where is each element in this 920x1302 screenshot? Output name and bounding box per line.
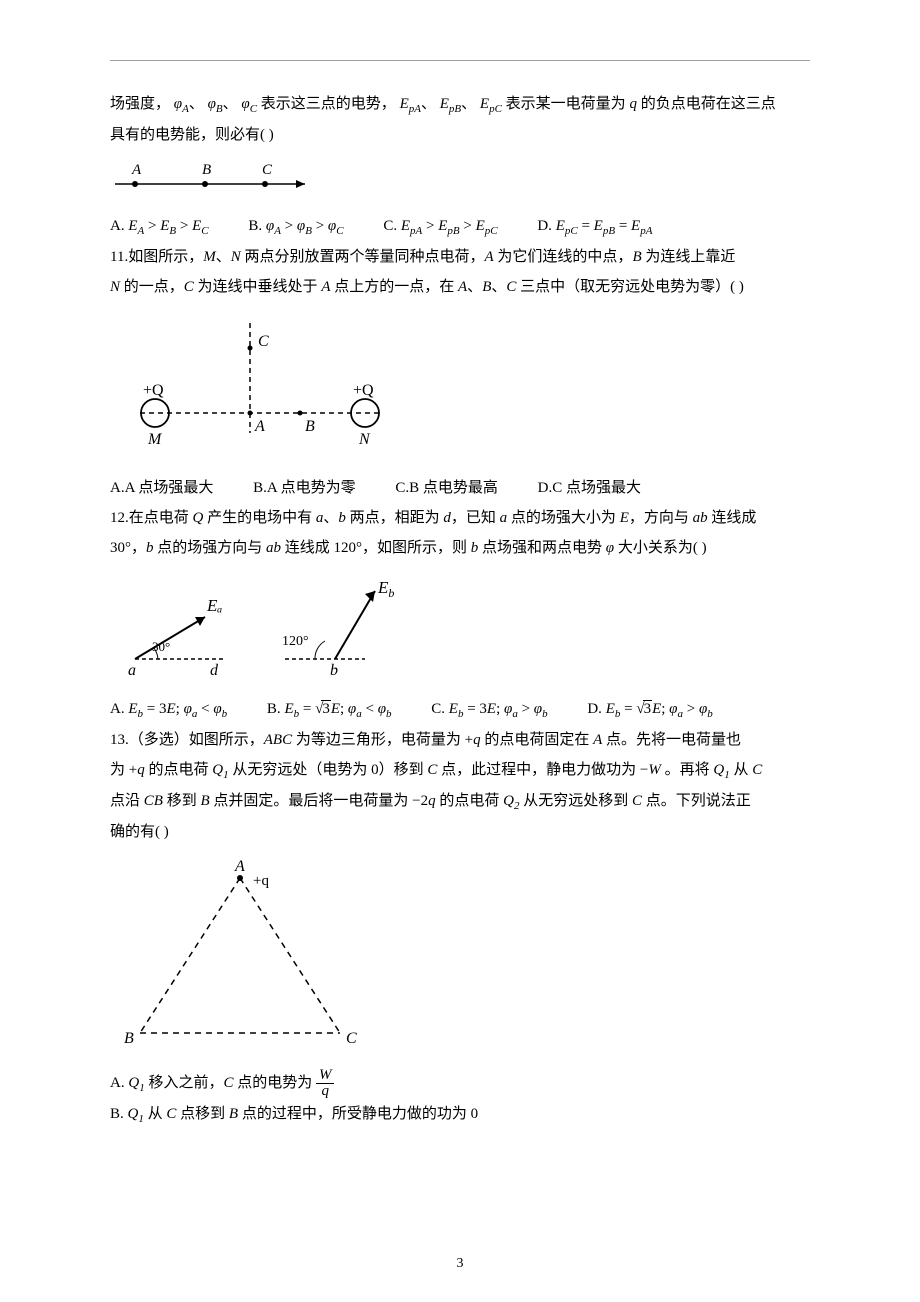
q11-figure: +Q +Q M N A B C <box>110 308 810 463</box>
text: 具有的电势能，则必有( ) <box>110 127 274 143</box>
phiC: φC <box>241 96 257 112</box>
text: 表示这三点的电势， <box>261 96 396 112</box>
EpB: EpB <box>440 96 461 112</box>
phiB: φB <box>208 96 223 112</box>
q10-stem: 场强度， φA、 φB、 φC 表示这三点的电势， EpA、 EpB、 EpC … <box>110 89 810 150</box>
q11-svg: +Q +Q M N A B C <box>110 308 410 458</box>
fraction-W-over-q: Wq <box>316 1068 335 1099</box>
q10-option-D: D. EpC = EpB = EpA <box>537 211 652 242</box>
q10-option-A: A. EA > EB > EC <box>110 211 209 242</box>
svg-text:A: A <box>234 858 245 875</box>
q13-stem: 13.（多选）如图所示，ABC 为等边三角形，电荷量为 +q 的点电荷固定在 A… <box>110 725 810 847</box>
q11-option-B: B.A 点电势为零 <box>253 473 356 503</box>
q12-option-A: A. Eb = 3E; φa < φb <box>110 694 227 725</box>
svg-text:M: M <box>147 431 163 448</box>
svg-text:C: C <box>262 162 273 178</box>
q: q <box>629 96 637 112</box>
text: 的负点电荷在这三点 <box>641 96 776 112</box>
q11-option-A: A.A 点场强最大 <box>110 473 213 503</box>
q10-option-C: C. EpA > EpB > EpC <box>383 211 497 242</box>
svg-text:+Q: +Q <box>353 382 374 399</box>
q13-figure: A +q B C <box>110 853 810 1058</box>
EpA: EpA <box>400 96 421 112</box>
svg-text:Eb: Eb <box>377 578 394 600</box>
svg-text:+q: +q <box>253 873 269 889</box>
q11-option-C: C.B 点电势最高 <box>395 473 498 503</box>
svg-text:b: b <box>330 662 338 679</box>
page: 场强度， φA、 φB、 φC 表示这三点的电势， EpA、 EpB、 EpC … <box>0 0 920 1302</box>
q12-svg: Eₐ Eb 30° 120° a b d <box>110 569 430 679</box>
q10-figure: A B C <box>110 156 810 201</box>
svg-text:d: d <box>210 662 219 679</box>
svg-text:A: A <box>254 418 265 435</box>
q11-options: A.A 点场强最大 B.A 点电势为零 C.B 点电势最高 D.C 点场强最大 <box>110 473 810 503</box>
text: 场强度， <box>110 96 170 112</box>
q11-option-D: D.C 点场强最大 <box>538 473 641 503</box>
q12-options: A. Eb = 3E; φa < φb B. Eb = 3E; φa < φb … <box>110 694 810 725</box>
svg-text:30°: 30° <box>152 639 170 654</box>
svg-text:C: C <box>346 1030 357 1047</box>
svg-text:Eₐ: Eₐ <box>206 596 222 615</box>
q10-option-B: B. φA > φB > φC <box>248 211 343 242</box>
q12-option-B: B. Eb = 3E; φa < φb <box>267 694 392 725</box>
phiA: φA <box>174 96 189 112</box>
q13-svg: A +q B C <box>110 853 370 1053</box>
page-number: 3 <box>0 1256 920 1272</box>
svg-text:B: B <box>202 162 211 178</box>
svg-text:B: B <box>305 418 315 435</box>
svg-text:A: A <box>131 162 142 178</box>
q10-svg: A B C <box>110 156 320 196</box>
svg-text:a: a <box>128 662 136 679</box>
q12-option-D: D. Eb = 3E; φa > φb <box>587 694 712 725</box>
q12-figure: Eₐ Eb 30° 120° a b d <box>110 569 810 684</box>
svg-text:120°: 120° <box>282 634 309 649</box>
q13-option-A: A. Q1 移入之前，C 点的电势为 Wq <box>110 1068 810 1099</box>
text: 表示某一电荷量为 <box>506 96 630 112</box>
svg-text:B: B <box>124 1030 134 1047</box>
q11-stem: 11.如图所示，M、N 两点分别放置两个等量同种点电荷，A 为它们连线的中点，B… <box>110 242 810 302</box>
svg-text:+Q: +Q <box>143 382 164 399</box>
q13-option-B: B. Q1 从 C 点移到 B 点的过程中，所受静电力做的功为 0 <box>110 1099 810 1130</box>
q12-option-C: C. Eb = 3E; φa > φb <box>431 694 547 725</box>
top-rule <box>110 60 810 61</box>
q10-options: A. EA > EB > EC B. φA > φB > φC C. EpA >… <box>110 211 810 242</box>
svg-text:N: N <box>358 431 371 448</box>
EpC: EpC <box>480 96 502 112</box>
svg-text:C: C <box>258 333 269 350</box>
q12-stem: 12.在点电荷 Q 产生的电场中有 a、b 两点，相距为 d，已知 a 点的场强… <box>110 503 810 563</box>
